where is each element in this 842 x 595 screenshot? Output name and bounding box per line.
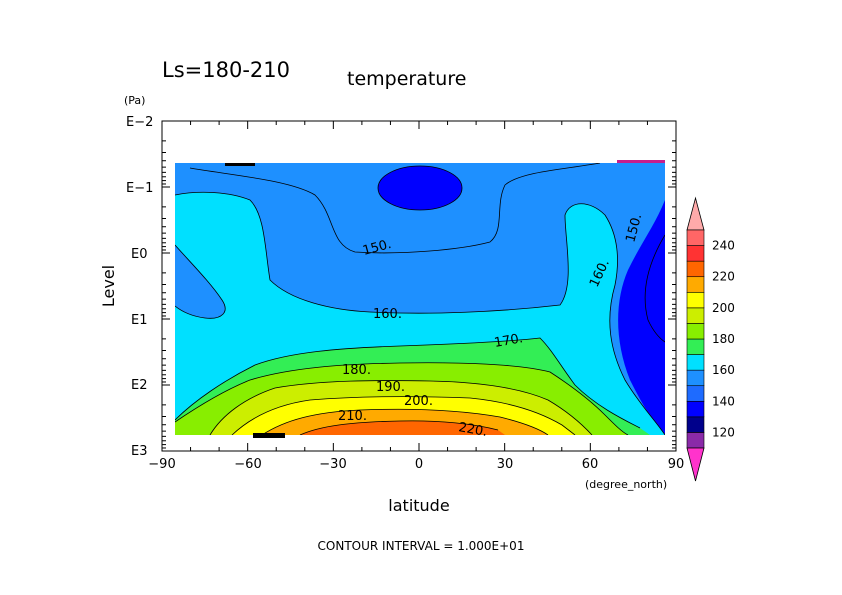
chart-title-variable: temperature <box>347 68 466 90</box>
artefact-bottom <box>253 433 285 438</box>
colorbar-label: 220 <box>712 270 735 284</box>
y-tick-label: E−1 <box>126 181 153 196</box>
contour-line-200 <box>209 380 593 435</box>
colorbar-swatch <box>686 354 705 371</box>
contour-label: 180. <box>342 363 371 378</box>
colorbar-swatch <box>686 323 705 340</box>
x-tick-label: 60 <box>582 457 599 472</box>
x-tick-label: −90 <box>148 457 175 472</box>
colorbar-label: 180 <box>712 332 735 346</box>
contour-line-210 <box>231 396 576 435</box>
colorbar-label: 120 <box>712 425 735 439</box>
colorbar-swatch <box>686 385 705 402</box>
x-axis-label: latitude <box>388 496 449 515</box>
contour-line-230 <box>299 420 499 435</box>
colorbar-swatch <box>686 260 705 278</box>
colorbar-swatch <box>686 276 705 293</box>
contour-line-150-top <box>189 163 601 254</box>
colorbar-swatch <box>686 229 705 246</box>
contour-label: 150. <box>623 212 645 244</box>
region-230 <box>300 420 505 435</box>
contour-line-160 <box>175 244 226 319</box>
contour-lines <box>175 163 665 435</box>
colorbar-label: 160 <box>712 363 735 377</box>
colorbar-label: 140 <box>712 394 735 408</box>
contour-label: 150. <box>361 237 393 259</box>
contour-label: 200. <box>404 394 433 409</box>
y-tick-label: E2 <box>131 378 148 393</box>
contour-line-180 <box>175 337 641 429</box>
contour-fills <box>175 163 665 435</box>
contour-label: 190. <box>376 380 405 395</box>
region-140-cold-core <box>378 166 462 210</box>
colorbar-swatch <box>686 338 705 355</box>
x-axis-unit: (degree_north) <box>585 478 667 491</box>
contour-label: 220. <box>457 420 488 440</box>
x-tick-label: 90 <box>668 457 685 472</box>
x-tick-label: −60 <box>234 457 261 472</box>
contour-line-220 <box>261 408 549 435</box>
contour-line-190 <box>175 362 629 435</box>
colorbar-swatch <box>686 416 705 433</box>
contour-label: 170. <box>493 331 524 351</box>
contour-label: 160. <box>373 307 402 322</box>
contour-line-140 <box>377 165 463 211</box>
contour-line-right-edge <box>644 234 665 343</box>
colorbar-labels: 120 140 160 180 200 220 240 <box>712 239 735 440</box>
colorbar-swatch <box>686 400 705 418</box>
contour-line-150-left <box>175 191 665 435</box>
colorbar <box>686 196 705 482</box>
region-140-right-edge <box>645 235 665 342</box>
artefact-top-right <box>617 160 665 163</box>
colorbar-label: 240 <box>712 239 735 253</box>
colorbar-underflow-triangle <box>686 447 705 482</box>
contour-label: 210. <box>338 409 367 424</box>
colorbar-swatch <box>686 369 705 387</box>
y-axis-label: Level <box>99 265 118 307</box>
y-tick-label: E0 <box>131 247 148 262</box>
x-tick-label: −30 <box>319 457 346 472</box>
colorbar-swatch <box>686 245 705 262</box>
x-tick-label: 30 <box>497 457 514 472</box>
colorbar-swatch <box>686 432 705 449</box>
region-160-left-lobe <box>175 245 226 319</box>
colorbar-swatch <box>686 307 705 324</box>
y-tick-label: E3 <box>131 444 148 459</box>
y-tick-label: E−2 <box>126 115 153 130</box>
contour-interval-note: CONTOUR INTERVAL = 1.000E+01 <box>318 539 525 553</box>
x-tick-label: 0 <box>415 457 423 472</box>
axis-ticks <box>161 120 677 452</box>
colorbar-overflow-triangle <box>686 196 705 231</box>
artefact-top-left <box>225 163 255 166</box>
chart-title-period: Ls=180-210 <box>162 58 290 82</box>
y-axis-unit: (Pa) <box>124 94 145 107</box>
colorbar-label: 200 <box>712 301 735 315</box>
colorbar-swatch <box>686 291 705 309</box>
y-tick-label: E1 <box>131 313 148 328</box>
